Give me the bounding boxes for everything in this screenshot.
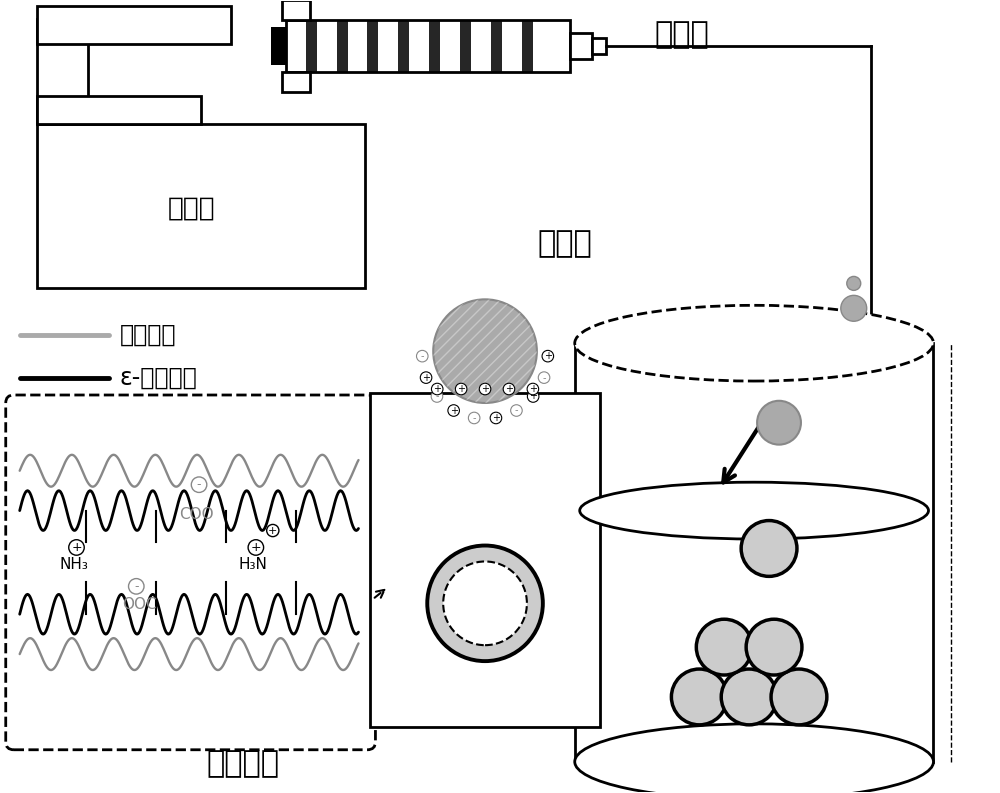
FancyBboxPatch shape [522,21,533,72]
FancyBboxPatch shape [37,96,201,124]
Text: 注射泵: 注射泵 [167,196,215,222]
FancyBboxPatch shape [460,21,471,72]
Text: +: + [422,373,430,382]
Text: COO: COO [179,507,213,522]
Circle shape [847,277,861,290]
Circle shape [841,295,867,321]
Text: -: - [435,392,439,401]
FancyBboxPatch shape [337,21,348,72]
Text: +: + [529,384,537,394]
Text: +: + [71,541,82,554]
FancyBboxPatch shape [367,21,378,72]
Text: 连续相: 连续相 [538,229,593,258]
Text: 界面组装: 界面组装 [206,749,279,778]
Circle shape [746,619,802,675]
Text: 海藻酸钠: 海藻酸钠 [119,324,176,347]
Text: 分散相: 分散相 [654,20,709,49]
Text: -: - [421,351,424,361]
FancyBboxPatch shape [429,21,440,72]
Text: +: + [492,413,500,423]
FancyBboxPatch shape [398,21,409,72]
Text: -: - [472,413,476,423]
FancyBboxPatch shape [570,33,592,59]
Text: NH₃: NH₃ [59,557,88,572]
Text: +: + [433,384,441,394]
Text: +: + [450,405,458,416]
FancyBboxPatch shape [6,395,375,749]
FancyBboxPatch shape [592,38,606,54]
Circle shape [443,561,527,646]
Text: +: + [505,384,513,394]
FancyBboxPatch shape [37,124,365,289]
Text: ε-聚赖氨酸: ε-聚赖氨酸 [119,366,197,390]
Circle shape [427,546,543,661]
FancyBboxPatch shape [282,72,310,92]
FancyBboxPatch shape [286,21,570,72]
FancyBboxPatch shape [271,27,286,65]
Text: -: - [542,373,546,382]
Circle shape [433,299,537,403]
Text: +: + [251,541,261,554]
Circle shape [771,669,827,725]
Text: -: - [134,580,139,593]
Circle shape [721,669,777,725]
Circle shape [671,669,727,725]
FancyBboxPatch shape [478,353,492,395]
FancyBboxPatch shape [306,21,317,72]
Ellipse shape [575,724,933,793]
Text: OOC: OOC [122,597,157,611]
Ellipse shape [575,305,933,381]
FancyBboxPatch shape [491,21,502,72]
Text: +: + [481,384,489,394]
FancyBboxPatch shape [282,0,310,21]
FancyBboxPatch shape [37,6,231,44]
Text: -: - [515,405,518,416]
Text: +: + [457,384,465,394]
Text: H₃N: H₃N [238,557,267,572]
Circle shape [757,400,801,445]
Text: +: + [268,526,277,535]
Text: -: - [197,478,201,491]
Text: +: + [544,351,552,361]
Ellipse shape [580,482,928,539]
FancyBboxPatch shape [37,19,88,124]
FancyBboxPatch shape [370,393,600,727]
Text: +: + [529,392,537,401]
Circle shape [696,619,752,675]
Circle shape [741,520,797,577]
